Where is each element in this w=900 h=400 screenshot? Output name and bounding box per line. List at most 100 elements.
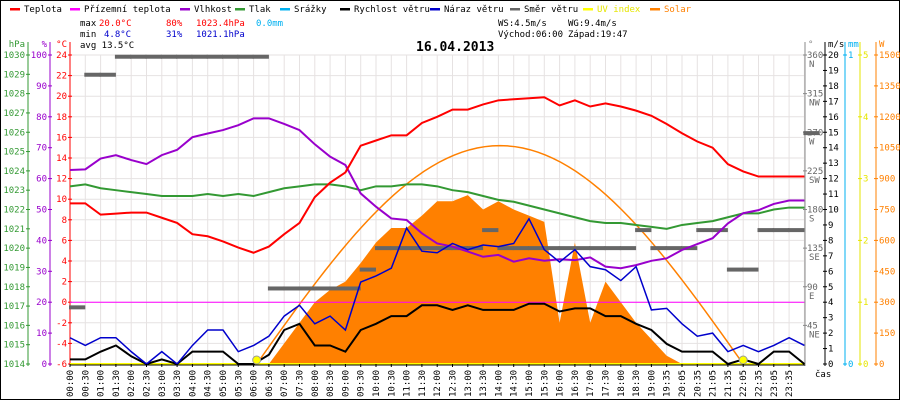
x-tick-label: 04:30 <box>204 370 214 397</box>
temperature-tick-label: 2 <box>62 278 67 288</box>
solar-tick-label: 1500 <box>879 51 900 61</box>
sunrise: Východ:06:00 <box>498 30 563 40</box>
theoretical-solar-curve <box>256 144 744 365</box>
wind-direction-mark <box>619 246 637 251</box>
legend-label: Solar <box>664 5 692 15</box>
wind-direction-mark <box>635 228 652 233</box>
wind-direction-mark <box>237 54 254 59</box>
humidity-tick-label: 0 <box>42 360 47 370</box>
wind-direction-mark <box>359 267 376 272</box>
wind-direction-mark <box>375 246 392 251</box>
direction-tick-label: 225 <box>807 167 823 177</box>
solar-tick-label: 1200 <box>879 113 900 123</box>
pressure-tick-label: 1022 <box>3 206 25 216</box>
temperature-tick-label: -6 <box>56 360 67 370</box>
temperature-tick-label: -4 <box>56 339 67 349</box>
x-tick-label: 05:00 <box>219 370 229 397</box>
uv-tick-label: 1 <box>863 298 868 308</box>
legend-label: Náraz větru <box>444 5 504 15</box>
wind-direction-mark <box>405 246 422 251</box>
x-tick-label: 06:30 <box>265 370 275 397</box>
uv-tick-label: 3 <box>863 175 868 185</box>
pressure-tick-label: 1024 <box>3 167 25 177</box>
solar-tick-label: 1050 <box>879 144 900 154</box>
x-tick-label: 18:30 <box>632 370 642 397</box>
solar-tick-label: 150 <box>879 329 895 339</box>
legend-label: Rychlost větru <box>354 5 430 15</box>
wind-tick-label: 9 <box>828 221 833 231</box>
wind-direction-mark <box>298 286 315 291</box>
wind-direction-mark <box>252 54 269 59</box>
x-tick-label: 11:30 <box>418 370 428 397</box>
wind-direction-mark <box>482 228 499 233</box>
wind-axis-unit: m/s <box>828 40 844 50</box>
wind-direction-mark <box>604 246 621 251</box>
wind-direction-mark <box>84 72 101 77</box>
direction-compass-label: W <box>809 137 815 147</box>
wind-direction-mark <box>726 267 744 272</box>
x-tick-label: 20:35 <box>693 370 703 397</box>
legend-label: Přízemní teplota <box>84 5 171 15</box>
uv-tick-label: 0 <box>863 360 868 370</box>
humidity-tick-label: 50 <box>36 206 47 216</box>
direction-compass-label: E <box>809 292 814 302</box>
direction-compass-label: NE <box>809 330 820 340</box>
temperature-tick-label: 14 <box>56 154 67 164</box>
stats: max 20.0°C 80% 1023.4hPa 0.0mm min 4.8°C… <box>80 19 628 51</box>
x-tick-label: 15:00 <box>525 370 535 397</box>
x-tick-label: 09:00 <box>341 370 351 397</box>
humidity-tick-label: 90 <box>36 82 47 92</box>
wind-gust-line <box>69 217 805 366</box>
legend-label: Tlak <box>249 5 271 15</box>
wind-tick-label: 4 <box>828 298 833 308</box>
wind-direction-mark <box>528 246 545 251</box>
x-tick-label: 13:30 <box>479 370 489 397</box>
wind-tick-label: 13 <box>828 159 839 169</box>
humidity-tick-label: 60 <box>36 175 47 185</box>
axes: hPa1014101510161017101810191020102110221… <box>3 40 900 370</box>
solar-tick-label: 750 <box>879 206 895 216</box>
pressure-axis-unit: hPa <box>9 40 25 50</box>
wind-tick-label: 20 <box>828 51 839 61</box>
wind-direction-mark <box>69 305 86 310</box>
x-tick-label: 22:05 <box>739 370 749 397</box>
rain-axis-unit: mm <box>848 40 859 50</box>
pressure-tick-label: 1026 <box>3 128 25 138</box>
temperature-tick-label: 10 <box>56 195 67 205</box>
x-tick-label: 00:30 <box>81 370 91 397</box>
x-tick-label: 14:00 <box>494 370 504 397</box>
wind-direction-mark <box>742 267 759 272</box>
x-tick-label: 19:35 <box>663 370 673 397</box>
wind-tick-label: 5 <box>828 283 833 293</box>
wind-direction-mark <box>114 54 132 59</box>
wind-direction-mark <box>283 286 300 291</box>
wind-speed-line <box>70 302 806 366</box>
wind-direction-mark <box>145 54 162 59</box>
humidity-tick-label: 100 <box>31 51 47 61</box>
x-tick-label: 11:00 <box>403 370 413 397</box>
wind-tick-label: 8 <box>828 236 833 246</box>
pressure-line <box>69 183 805 230</box>
humidity-tick-label: 70 <box>36 144 47 154</box>
wind-direction-mark <box>788 228 805 233</box>
humidity-tick-label: 10 <box>36 329 47 339</box>
pressure-tick-label: 1023 <box>3 186 25 196</box>
x-tick-label: 17:30 <box>602 370 612 397</box>
x-tick-label: 04:00 <box>188 370 198 397</box>
direction-tick-label: 45 <box>807 321 818 331</box>
min-temp: 4.8°C <box>104 30 131 40</box>
wind-direction-mark <box>313 286 331 291</box>
direction-tick-label: 180 <box>807 206 823 216</box>
pressure-tick-label: 1017 <box>3 302 25 312</box>
humidity-tick-label: 80 <box>36 113 47 123</box>
x-tick-label: 09:30 <box>357 370 367 397</box>
direction-tick-label: 135 <box>807 244 823 254</box>
direction-compass-label: SE <box>809 253 820 263</box>
legend-swatch <box>430 8 440 11</box>
max-hum: 80% <box>166 19 183 29</box>
x-tick-label: 13:00 <box>464 370 474 397</box>
x-tick-label: 12:30 <box>449 370 459 397</box>
legend-label: Teplota <box>24 5 62 15</box>
wind-direction-mark <box>589 246 606 251</box>
x-tick-label: 06:00 <box>250 370 260 397</box>
